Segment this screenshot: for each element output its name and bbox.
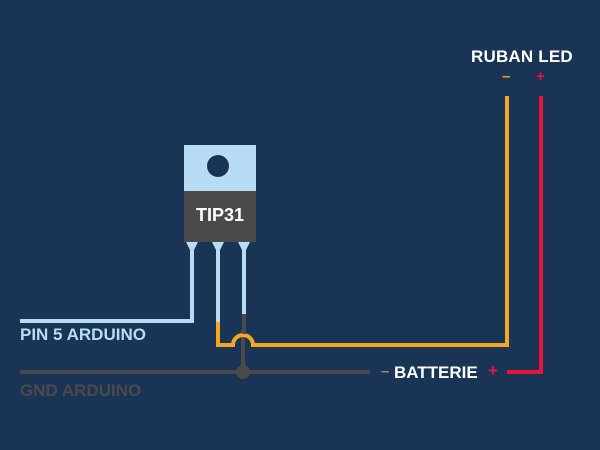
transistor-body xyxy=(184,191,256,242)
collector-lead-tip xyxy=(212,242,224,254)
led-plus-label: + xyxy=(536,68,545,85)
transistor-mounting-hole xyxy=(207,155,229,177)
transistor-label: TIP31 xyxy=(195,205,245,225)
led-strip-label: RUBAN LED xyxy=(471,47,573,66)
base-lead-tip xyxy=(186,242,198,254)
pin5-wire xyxy=(20,250,194,323)
pin5-label: PIN 5 ARDUINO xyxy=(20,325,146,344)
led-minus-wire xyxy=(216,96,509,347)
led-plus-wire xyxy=(507,96,543,374)
battery-label: BATTERIE xyxy=(394,363,478,382)
gnd-label: GND ARDUINO xyxy=(20,381,142,400)
emitter-lead-tip xyxy=(238,242,250,254)
led-minus-label: – xyxy=(502,68,511,85)
battery-plus-label: + xyxy=(488,361,498,380)
gnd-junction xyxy=(236,365,250,379)
battery-minus-label: – xyxy=(381,363,390,380)
